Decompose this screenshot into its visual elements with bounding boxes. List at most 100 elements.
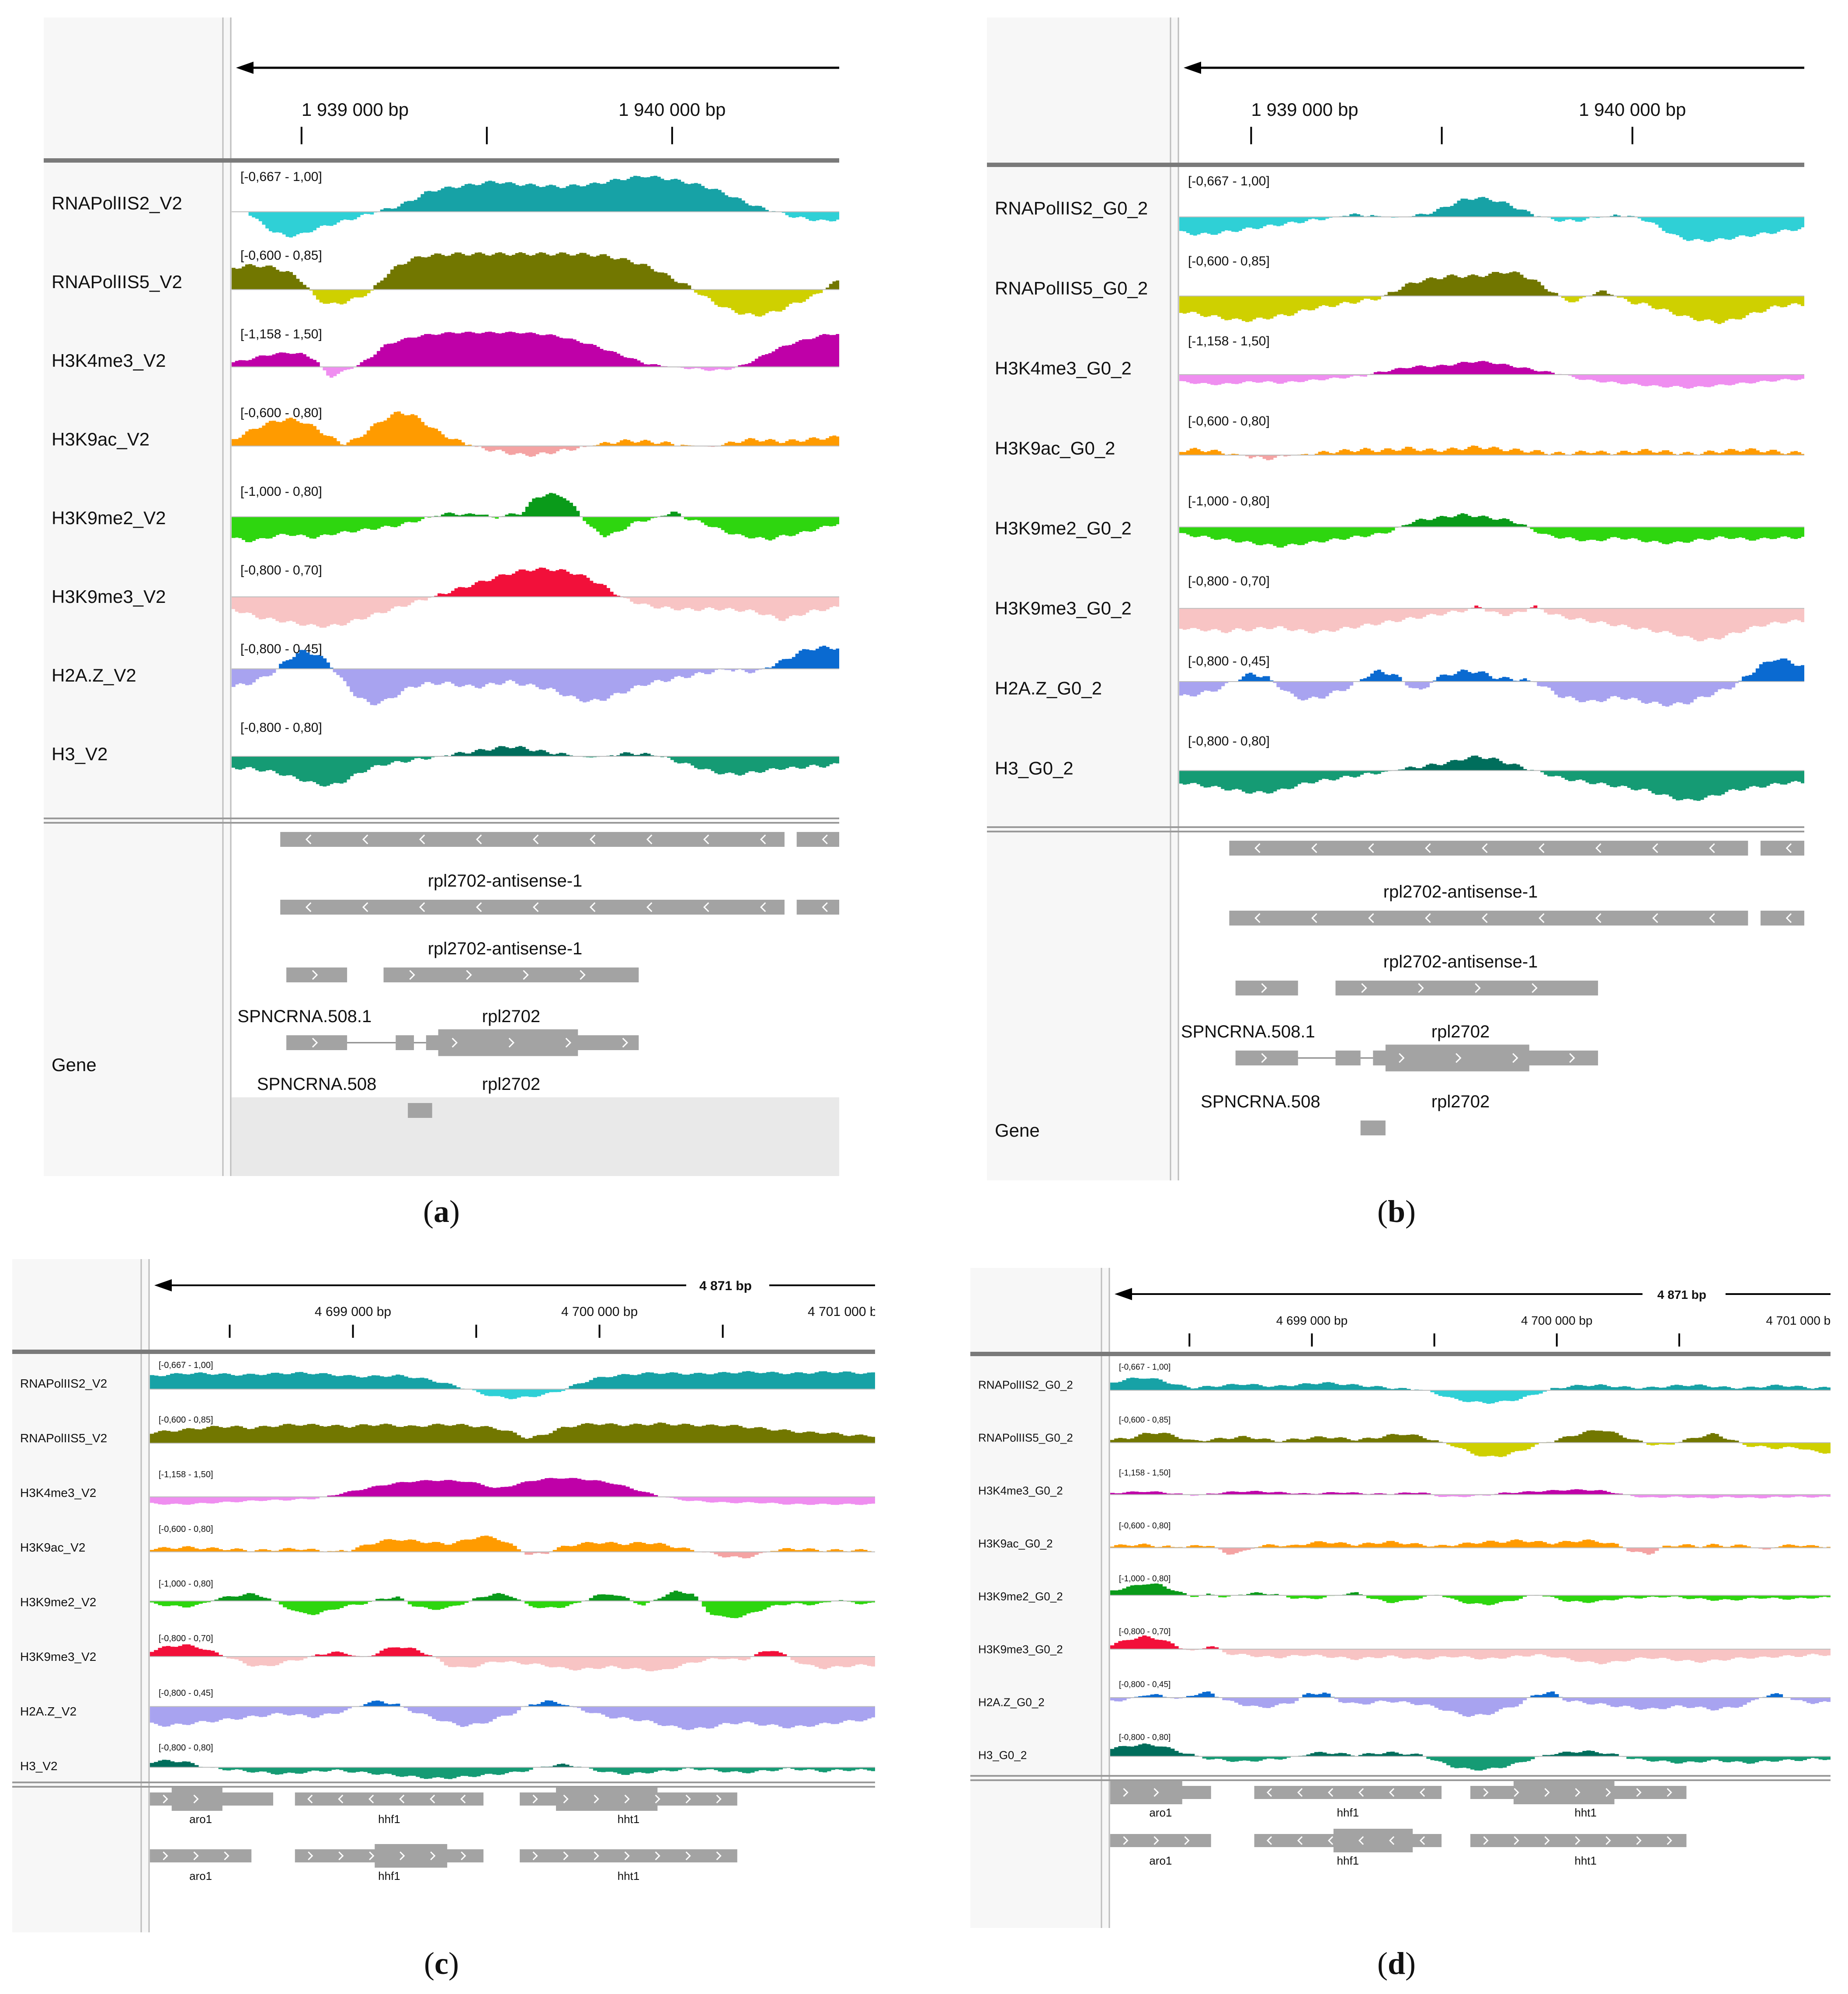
signal-bar: [726, 1767, 731, 1772]
signal-bar: [794, 1433, 799, 1444]
signal-bar: [851, 1656, 855, 1666]
signal-bar: [464, 1767, 469, 1776]
signal-bar: [420, 1480, 424, 1497]
signal-bar: [775, 349, 779, 367]
signal-bar: [302, 424, 306, 446]
signal-bar: [1766, 527, 1770, 539]
signal-bar: [1644, 608, 1649, 628]
signal-bar: [1638, 1441, 1643, 1443]
signal-bar: [252, 212, 256, 218]
signal-bar: [464, 588, 469, 597]
signal-bar: [412, 1706, 417, 1713]
signal-bar: [252, 358, 256, 367]
signal-bar: [1646, 1442, 1651, 1445]
signal-bar: [1238, 770, 1242, 790]
signal-bar: [1614, 1433, 1619, 1443]
signal-bar: [1592, 452, 1597, 455]
signal-bar: [1502, 201, 1506, 217]
signal-bar: [1620, 374, 1624, 384]
signal-bar: [1564, 682, 1569, 697]
signal-bar: [1534, 1442, 1539, 1445]
signal-bar: [684, 668, 688, 679]
signal-bar: [1311, 608, 1315, 634]
signal-bar: [481, 581, 486, 597]
signal-bar: [1774, 1442, 1779, 1449]
signal-bar: [1662, 770, 1666, 794]
signal-bar: [1714, 770, 1718, 796]
signal-bar: [722, 1552, 726, 1558]
signal-bar: [1259, 677, 1263, 682]
signal-bar: [1613, 682, 1617, 696]
signal-bar: [593, 668, 597, 699]
signal-bar: [214, 1548, 219, 1552]
signal-bar: [536, 1601, 542, 1608]
signal-bar: [657, 1767, 662, 1771]
signal-bar: [1332, 527, 1336, 539]
signal-bar: [1335, 608, 1340, 631]
signal-bar: [417, 597, 421, 600]
signal-bar: [1380, 608, 1385, 623]
signal-bar: [617, 1656, 622, 1668]
signal-bar: [289, 418, 293, 446]
signal-bar: [1745, 217, 1749, 237]
signal-bar: [1826, 1387, 1831, 1391]
signal-bar: [454, 515, 459, 517]
signal-bar: [670, 179, 674, 212]
signal-bar: [1387, 371, 1392, 375]
signal-bar: [665, 1767, 670, 1771]
signal-bar: [178, 1706, 183, 1724]
signal-bar: [626, 260, 631, 290]
signal-bar: [690, 1425, 695, 1444]
signal-bar: [609, 180, 614, 212]
signal-bar: [363, 756, 367, 773]
signal-bar: [370, 756, 374, 767]
signal-bar: [306, 423, 310, 446]
signal-bar: [1367, 449, 1371, 455]
signal-bar: [226, 1596, 231, 1601]
data-area-background: [1179, 17, 1804, 1180]
signal-bar: [750, 1601, 755, 1613]
signal-bar: [1370, 527, 1374, 535]
signal-bar: [458, 252, 462, 290]
signal-bar: [258, 668, 263, 677]
signal-bar: [826, 597, 830, 609]
signal-bar: [407, 1767, 413, 1776]
signal-bar: [1464, 449, 1468, 455]
signal-bar: [1196, 682, 1201, 695]
signal-bar: [416, 1481, 420, 1497]
signal-bar: [1384, 770, 1388, 772]
signal-bar: [492, 1488, 497, 1497]
signal-bar: [1269, 608, 1274, 629]
signal-bar: [741, 597, 745, 612]
signal-bar: [538, 749, 543, 756]
signal-bar: [387, 1484, 392, 1497]
signal-bar: [456, 1387, 461, 1389]
signal-bar: [1662, 527, 1666, 544]
signal-bar: [778, 1767, 783, 1770]
strand-arrow: [305, 834, 312, 845]
signal-bar: [593, 1480, 598, 1497]
strand-arrow: [760, 902, 766, 912]
strand-arrow: [1539, 843, 1545, 853]
signal-bar: [331, 1425, 336, 1444]
signal-bar: [1394, 451, 1399, 455]
signal-bar: [436, 1767, 441, 1778]
signal-bar: [1564, 217, 1569, 220]
strand-arrow: [1311, 843, 1317, 853]
signal-bar: [367, 1376, 372, 1389]
signal-bar: [377, 756, 381, 765]
signal-bar: [289, 517, 293, 536]
signal-bar: [1408, 282, 1413, 296]
signal-bar: [441, 434, 445, 446]
signal-bar: [485, 332, 489, 367]
signal-bar: [1617, 770, 1621, 786]
signal-bar: [1562, 1388, 1567, 1391]
signal-bar: [1443, 450, 1447, 455]
signal-bar: [471, 752, 475, 756]
signal-bar: [576, 446, 580, 449]
signal-bar: [1238, 1436, 1243, 1443]
signal-bar: [226, 1550, 231, 1552]
signal-bar: [532, 668, 536, 685]
signal-bar: [1682, 374, 1687, 388]
signal-bar: [694, 367, 698, 368]
